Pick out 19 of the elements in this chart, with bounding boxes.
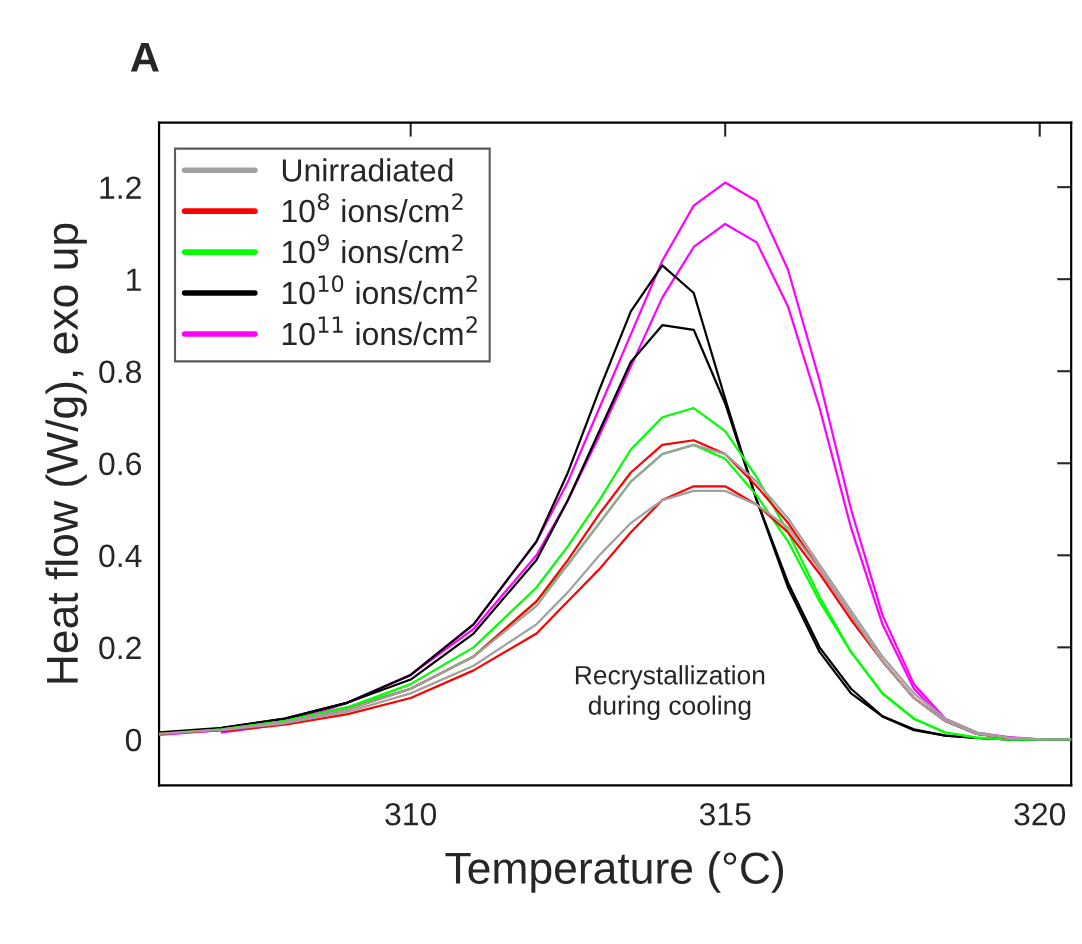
y-tick-label: 0.4	[99, 544, 142, 568]
text: A	[130, 42, 159, 72]
y-tick-label: 1.2	[100, 176, 141, 199]
y-tick-label: 0.6	[99, 452, 141, 476]
y-tick-label: 0	[125, 728, 142, 752]
x-tick-label: 310	[385, 802, 437, 826]
legend-label: 10$^{9}$ ions/cm$^{2}$	[282, 234, 463, 264]
annotation: Recrystallization during cooling	[575, 665, 765, 721]
legend-label: 10$^{11}$ ions/cm$^{2}$	[282, 316, 477, 346]
legend-label: 10$^{8}$ ions/cm$^{2}$	[282, 193, 463, 223]
x-tick-label: 320	[1014, 802, 1066, 826]
y-axis-title: Heat flow (W/g), exo up	[45, 223, 87, 683]
legend-label: 10$^{10}$ ions/cm$^{2}$	[282, 275, 477, 305]
x-axis-title: Temperature (°C)	[445, 851, 784, 893]
legend-label: Unirradiated	[282, 158, 453, 182]
y-tick-label: 0.8	[99, 360, 141, 384]
y-tick-label: 1	[127, 268, 141, 291]
y-tick-label: 0.2	[99, 636, 141, 660]
x-tick-label: 315	[699, 802, 751, 826]
